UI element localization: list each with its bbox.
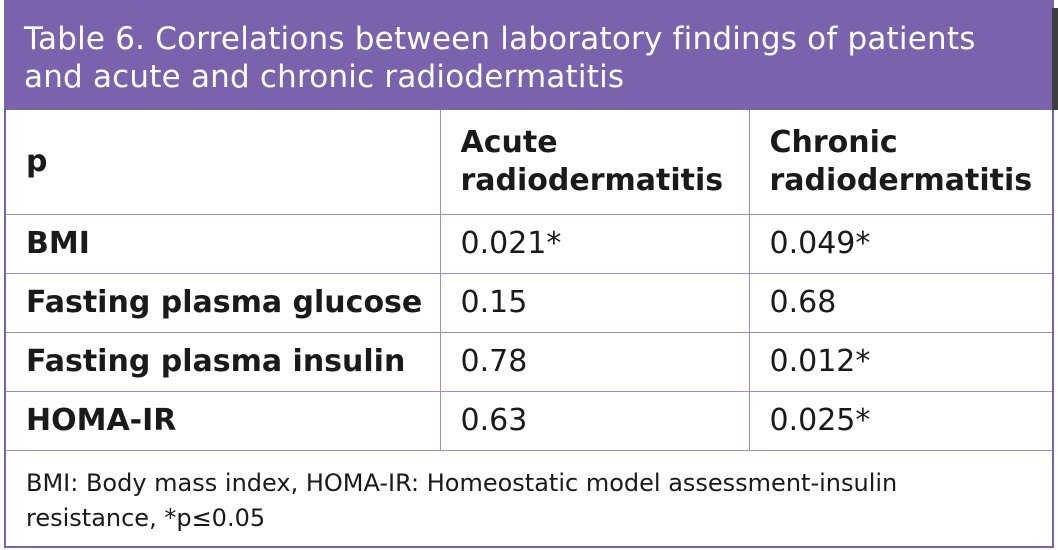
table-title-bar: Table 6. Correlations between laboratory…: [6, 2, 1052, 110]
chronic-value: 0.025*: [748, 391, 1052, 451]
header-acute: Acute radiodermatitis: [439, 110, 749, 215]
header-acute-line-1: Acute: [460, 124, 558, 160]
acute-value: 0.78: [439, 332, 749, 392]
header-chronic-line-1: Chronic: [769, 124, 898, 160]
table-figure: Table 6. Correlations between laboratory…: [4, 0, 1058, 548]
header-p: p: [6, 110, 440, 215]
footnote-line-2: resistance, *p≤0.05: [26, 504, 266, 532]
table-row: HOMA-IR 0.63 0.025*: [6, 391, 1052, 451]
table-title-line-2: and acute and chronic radiodermatitis: [24, 59, 625, 95]
chronic-value: 0.049*: [748, 214, 1052, 274]
header-p-label: p: [26, 143, 48, 179]
footnote-line-1: BMI: Body mass index, HOMA-IR: Homeostat…: [26, 469, 898, 497]
table-header-row: p Acute radiodermatitis Chronic radioder…: [6, 110, 1052, 215]
table-row: BMI 0.021* 0.049*: [6, 214, 1052, 274]
table-row: Fasting plasma insulin 0.78 0.012*: [6, 332, 1052, 392]
title-bar-shadow: [1052, 8, 1058, 110]
table-title-line-1: Table 6. Correlations between laboratory…: [24, 21, 976, 57]
table-footnote: BMI: Body mass index, HOMA-IR: Homeostat…: [6, 453, 1052, 548]
row-label: Fasting plasma glucose: [6, 273, 440, 333]
row-label: BMI: [6, 214, 440, 274]
table-row: Fasting plasma glucose 0.15 0.68: [6, 273, 1052, 333]
chronic-value: 0.012*: [748, 332, 1052, 392]
table-title: Table 6. Correlations between laboratory…: [24, 20, 1052, 96]
acute-value: 0.021*: [439, 214, 749, 274]
correlation-table: p Acute radiodermatitis Chronic radioder…: [6, 110, 1052, 451]
header-chronic-line-2: radiodermatitis: [769, 162, 1033, 198]
header-chronic: Chronic radiodermatitis: [748, 110, 1052, 215]
row-label: Fasting plasma insulin: [6, 332, 440, 392]
acute-value: 0.63: [439, 391, 749, 451]
row-label: HOMA-IR: [6, 391, 440, 451]
acute-value: 0.15: [439, 273, 749, 333]
chronic-value: 0.68: [748, 273, 1052, 333]
header-acute-line-2: radiodermatitis: [460, 162, 724, 198]
